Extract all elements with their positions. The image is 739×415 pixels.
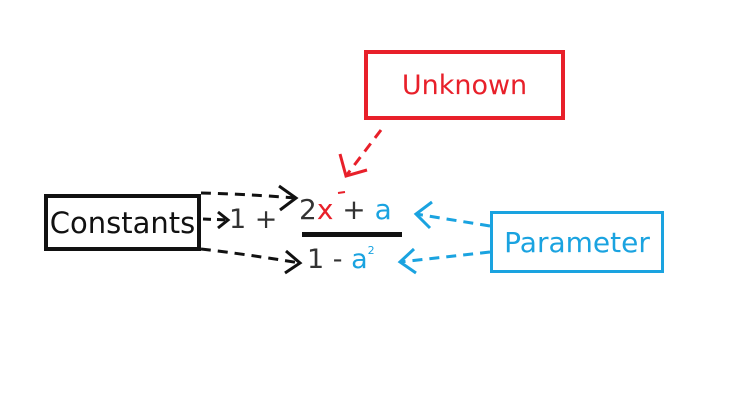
denominator-parameter: a bbox=[351, 244, 368, 275]
denominator-constant: 1 - bbox=[307, 244, 352, 275]
fraction-denominator: 1 - a2 bbox=[307, 244, 375, 275]
constants-box: Constants bbox=[44, 194, 201, 251]
expression-whole-part: 1 + bbox=[229, 204, 278, 235]
parameter-box: Parameter bbox=[490, 211, 664, 273]
unknown-label: Unknown bbox=[401, 69, 528, 101]
numerator-operator: + bbox=[333, 193, 375, 226]
unknown-arrow bbox=[337, 129, 383, 194]
parameter-arrow-denominator bbox=[397, 247, 491, 275]
numerator-parameter: a bbox=[374, 193, 392, 226]
fraction-bar bbox=[302, 232, 402, 237]
numerator-variable: x bbox=[316, 193, 334, 226]
constants-arrow-denominator bbox=[200, 247, 303, 275]
denominator-exponent: 2 bbox=[367, 244, 375, 257]
unknown-box: Unknown bbox=[364, 50, 565, 120]
parameter-arrow-numerator bbox=[413, 200, 491, 230]
constants-label: Constants bbox=[49, 205, 196, 240]
constants-arrow-numerator bbox=[200, 184, 299, 212]
parameter-label: Parameter bbox=[504, 225, 650, 259]
constants-arrow-whole bbox=[202, 210, 231, 230]
numerator-coefficient: 2 bbox=[299, 193, 317, 226]
fraction-numerator: 2x + a bbox=[299, 193, 392, 226]
